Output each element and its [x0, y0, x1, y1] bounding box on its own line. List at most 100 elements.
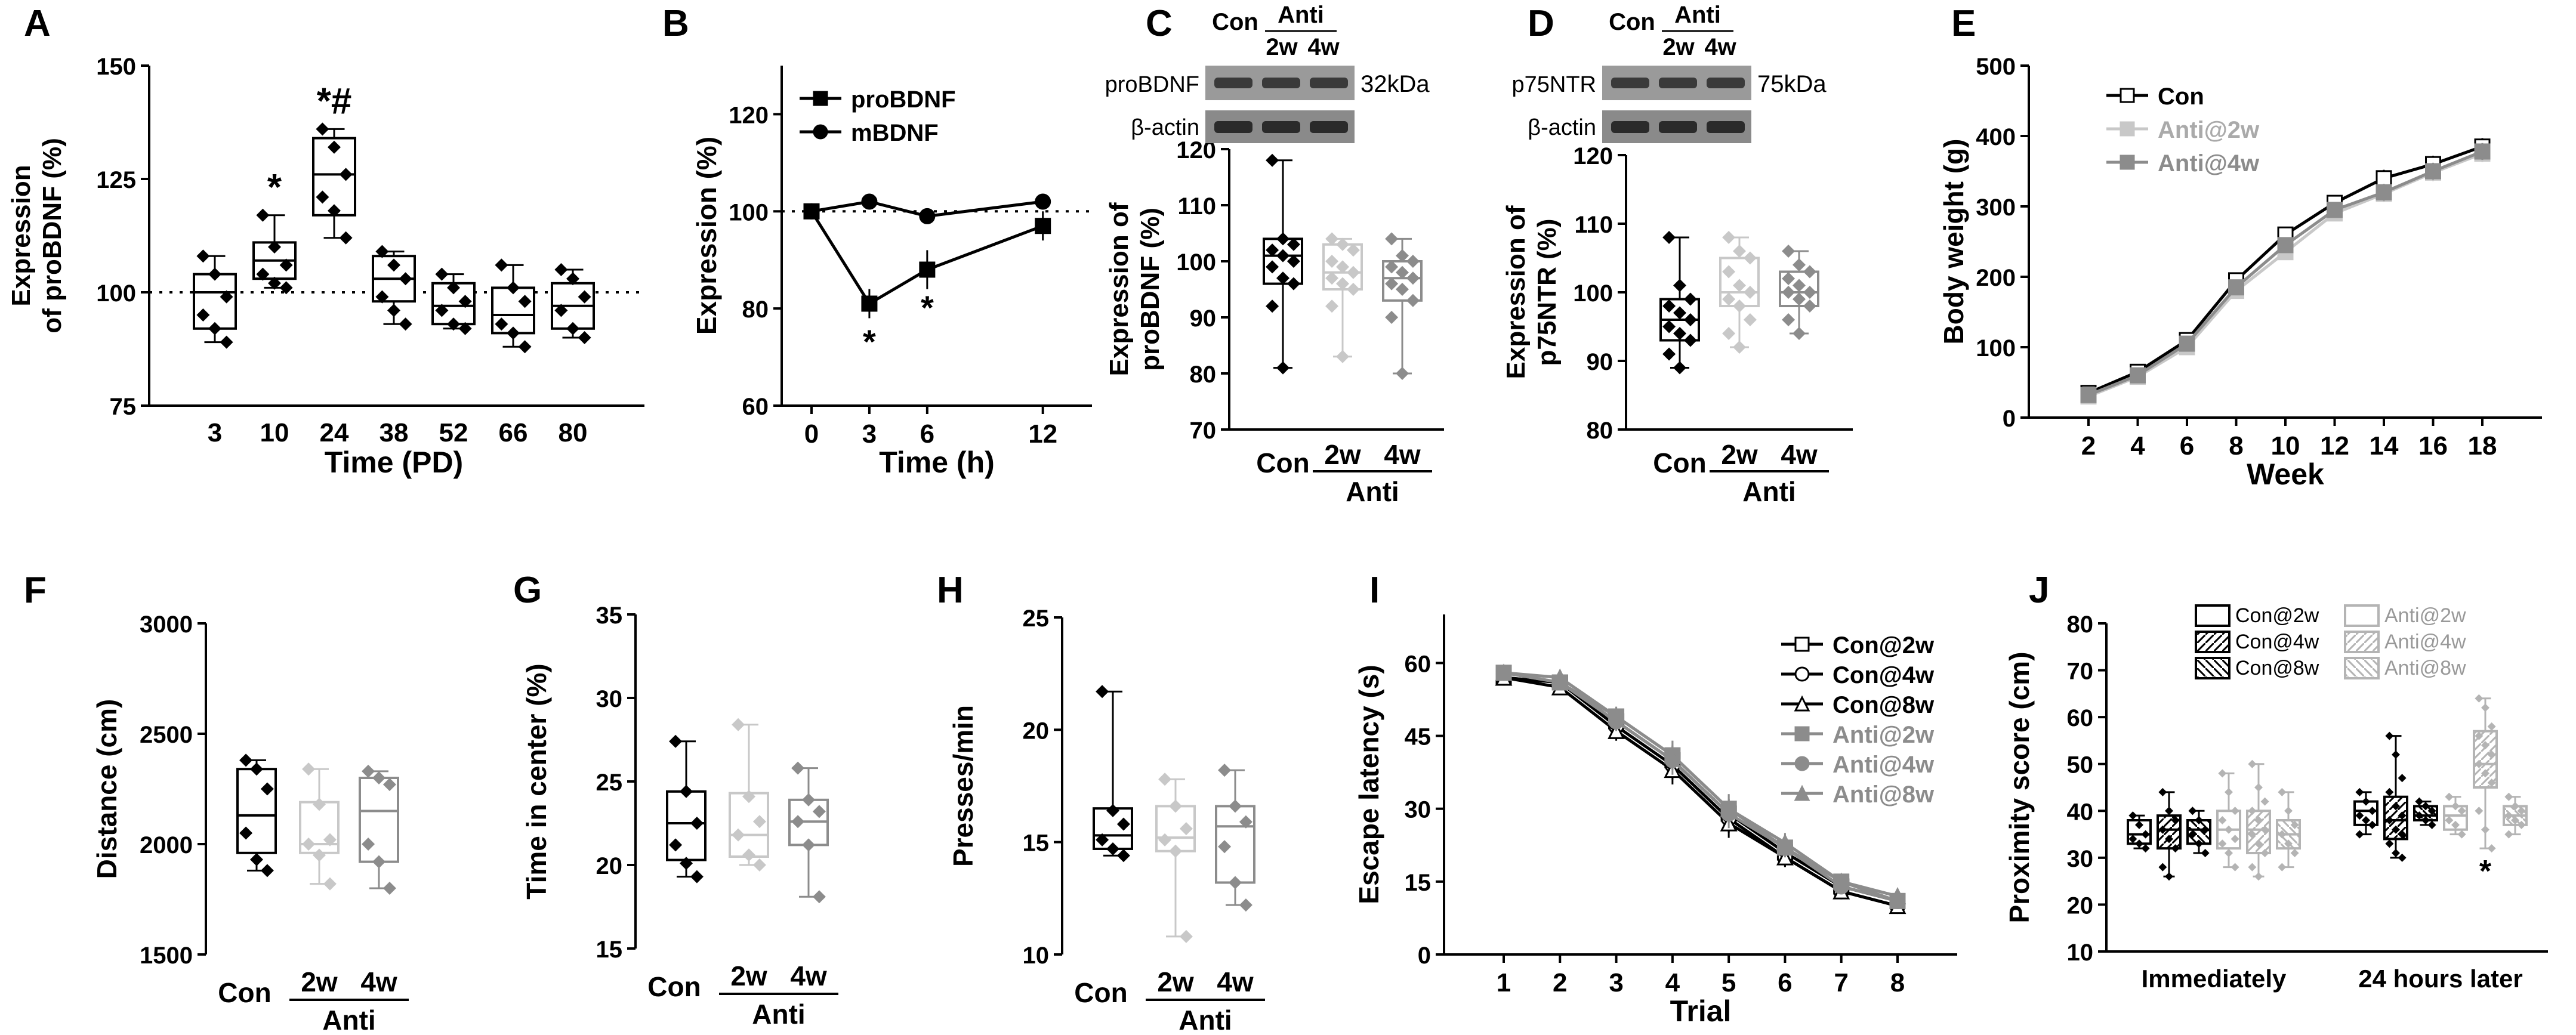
data-point — [554, 304, 568, 317]
x-axis-title: Time (h) — [879, 446, 995, 479]
series-Anti@4w — [2087, 143, 2484, 400]
data-point — [2427, 807, 2436, 815]
box-C-0 — [1263, 153, 1303, 375]
x-tick-label: 4w — [1384, 439, 1421, 470]
y-axis-title: Expression of — [1501, 205, 1531, 379]
box-A-52 — [431, 267, 476, 335]
data-point — [669, 838, 683, 852]
data-point — [1116, 817, 1130, 831]
data-point — [1673, 327, 1686, 340]
data-point — [669, 734, 683, 748]
data-point — [1346, 265, 1360, 279]
point-Anti@4w — [2425, 163, 2441, 180]
data-point — [1169, 799, 1182, 813]
y-tick-label-F: 2500 — [140, 722, 193, 748]
data-point — [2392, 750, 2400, 759]
y-tick-label-G: 15 — [596, 937, 623, 963]
data-point — [2284, 839, 2293, 848]
data-point — [1406, 255, 1420, 268]
y-axis-title: Time in center (%) — [521, 663, 552, 899]
x-tick-label: 38 — [380, 418, 409, 447]
legend-swatch — [2195, 604, 2231, 627]
data-point — [328, 204, 341, 218]
data-point — [372, 855, 385, 869]
data-point — [339, 168, 353, 181]
data-point — [732, 718, 745, 731]
x-tick-label: 52 — [439, 418, 468, 447]
y-tick-label-J: 30 — [2067, 846, 2094, 872]
data-point — [2398, 830, 2407, 839]
data-point — [1683, 292, 1697, 306]
data-point — [2481, 769, 2489, 778]
y-tick-label-I: 60 — [1405, 651, 1432, 677]
data-point — [1782, 286, 1796, 299]
x-tick-label: 4w — [360, 966, 397, 997]
series-line — [2088, 152, 2483, 398]
data-point — [742, 848, 755, 862]
data-point — [1179, 929, 1193, 943]
data-point — [220, 335, 233, 349]
point-Anti@8w — [1832, 872, 1850, 890]
data-point — [507, 281, 520, 295]
data-point — [1229, 876, 1242, 889]
box-A-80 — [551, 263, 595, 344]
data-point — [2487, 778, 2496, 787]
point-Anti@8w — [1551, 668, 1569, 686]
x-tick-label: 2 — [2081, 431, 2096, 461]
blot-size-label: 75kDa — [1757, 71, 1827, 97]
data-point — [2254, 839, 2263, 848]
data-point — [260, 782, 274, 796]
y-tick-label-B: 120 — [729, 102, 769, 128]
data-point — [812, 890, 826, 904]
data-point — [1793, 279, 1806, 292]
data-point — [2392, 802, 2400, 811]
blot-group-label: Anti — [1674, 2, 1721, 28]
x-tick-label: 3 — [862, 419, 877, 449]
y-tick-label-I: 45 — [1405, 724, 1432, 750]
point-legend-proBDNF — [813, 91, 828, 106]
data-point — [1336, 237, 1349, 251]
blot-group-label: Anti — [1278, 2, 1324, 28]
significance-mark: * — [267, 167, 282, 208]
data-point — [2278, 863, 2287, 872]
data-point — [1782, 272, 1796, 285]
y-tick-label-B: 80 — [742, 296, 769, 323]
x-axis-title: Anti — [1179, 1005, 1232, 1035]
data-point — [1239, 815, 1252, 829]
data-point — [382, 882, 396, 895]
data-point — [387, 258, 400, 272]
y-tick-label-A: 150 — [96, 54, 136, 80]
x-tick-label: 10 — [260, 418, 289, 447]
data-point — [2451, 802, 2460, 811]
y-tick-label-E: 200 — [1976, 265, 2016, 291]
data-point — [1346, 243, 1360, 257]
box-G-1 — [729, 718, 769, 872]
legend-label: Con@2w — [1832, 632, 1935, 659]
data-point — [1662, 299, 1676, 313]
blot-band — [1310, 78, 1348, 88]
data-point — [1325, 299, 1339, 313]
data-point — [399, 272, 412, 286]
y-tick-label-J: 60 — [2067, 705, 2094, 731]
data-point — [250, 762, 263, 776]
y-axis-title: Presses/min — [948, 705, 979, 867]
point-Anti@4w — [2228, 279, 2244, 296]
box-F-2 — [359, 764, 399, 895]
x-axis-title: Week — [2247, 458, 2324, 491]
data-point — [2290, 820, 2299, 829]
data-point — [2248, 807, 2257, 815]
data-point — [447, 281, 460, 295]
data-point — [256, 267, 270, 281]
data-point — [1782, 313, 1796, 326]
data-point — [1106, 804, 1119, 817]
data-point — [2158, 787, 2167, 796]
y-axis-title: of proBDNF (%) — [38, 138, 67, 333]
data-point — [302, 762, 316, 776]
data-point — [2188, 830, 2197, 839]
data-point — [1743, 251, 1757, 265]
data-point — [1722, 327, 1736, 340]
x-tick-label: 8 — [2229, 431, 2243, 461]
data-point — [2355, 830, 2364, 839]
data-point — [1662, 320, 1676, 333]
data-point — [2218, 816, 2227, 824]
